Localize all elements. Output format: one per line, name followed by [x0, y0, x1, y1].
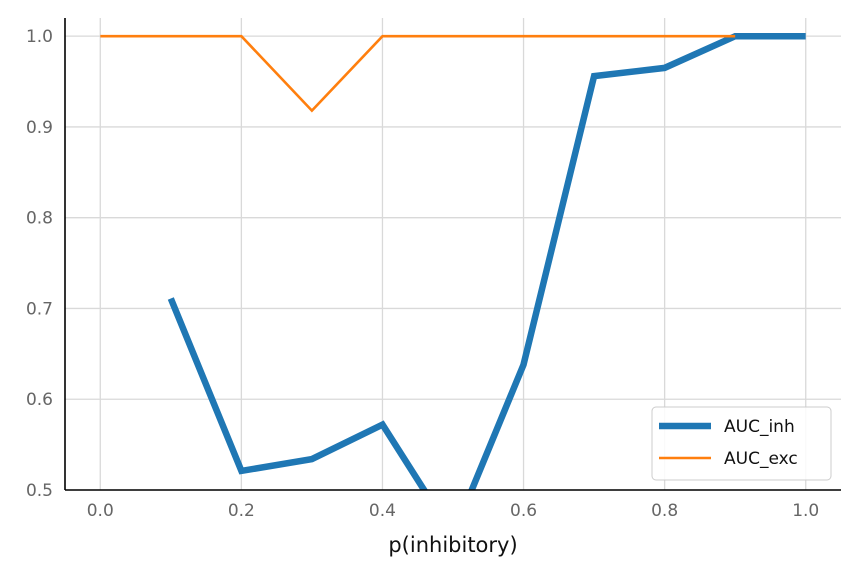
y-tick-label: 0.5: [26, 481, 53, 501]
legend-label: AUC_exc: [724, 449, 798, 469]
x-tick-label: 0.6: [510, 501, 537, 521]
series-line-auc-inh: [167, 32, 806, 490]
y-tick-label: 1.0: [26, 27, 53, 47]
y-tick-label: 0.6: [26, 390, 53, 410]
tick-labels: 0.0 0.2 0.4 0.6 0.8 1.0 0.5 0.6 0.7 0.8 0.9 1.0: [26, 27, 819, 521]
x-tick-label: 1.0: [792, 501, 819, 521]
series-line-auc-exc: [100, 34, 736, 113]
x-tick-label: 0.4: [369, 501, 396, 521]
series-lines: [100, 32, 806, 490]
axes: [64, 18, 841, 491]
x-axis-title: p(inhibitory): [388, 533, 517, 557]
legend: AUC_inh AUC_exc: [651, 406, 832, 481]
x-tick-label: 0.2: [228, 501, 255, 521]
y-tick-label: 0.8: [26, 209, 53, 229]
x-tick-label: 0.8: [651, 501, 678, 521]
y-tick-label: 0.7: [26, 299, 53, 319]
legend-label: AUC_inh: [724, 417, 795, 437]
y-tick-label: 0.9: [26, 118, 53, 138]
x-tick-label: 0.0: [87, 501, 114, 521]
